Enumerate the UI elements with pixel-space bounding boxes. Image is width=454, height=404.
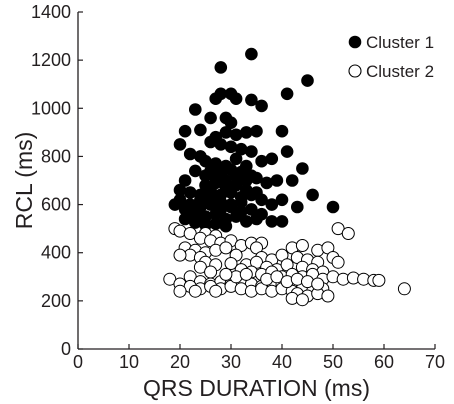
legend-marker bbox=[348, 35, 362, 49]
y-tick-label: 800 bbox=[41, 146, 71, 166]
cluster-2-point bbox=[372, 273, 386, 287]
cluster-2-point bbox=[173, 248, 187, 262]
cluster-1-point bbox=[189, 164, 202, 178]
cluster-2-point bbox=[239, 267, 253, 281]
cluster-2-point bbox=[331, 255, 345, 269]
cluster-2-point bbox=[295, 239, 309, 252]
cluster-1-point bbox=[245, 93, 258, 107]
x-tick-label: 70 bbox=[425, 352, 445, 372]
cluster-1-point bbox=[250, 186, 263, 199]
legend-label: Cluster 2 bbox=[366, 62, 434, 81]
cluster-1-point bbox=[290, 200, 304, 214]
y-tick-label: 1200 bbox=[31, 50, 71, 70]
cluster-2-point bbox=[219, 267, 233, 281]
cluster-1-point bbox=[265, 152, 279, 166]
cluster-1-point bbox=[326, 200, 340, 214]
cluster-1-point bbox=[280, 87, 294, 101]
cluster-1-point bbox=[229, 92, 243, 105]
y-tick-label: 600 bbox=[41, 195, 71, 215]
legend-item-2: Cluster 2 bbox=[348, 62, 434, 81]
cluster-2-point bbox=[311, 277, 325, 291]
x-tick-label: 0 bbox=[73, 352, 83, 372]
cluster-1-point bbox=[265, 198, 279, 211]
cluster-1-point bbox=[189, 103, 202, 116]
y-axis-label: RCL (ms) bbox=[11, 132, 37, 230]
y-tick-label: 400 bbox=[41, 243, 71, 263]
ticks: 0 200 400 600 800 1000 1200 1400 0 10 20 30 40 50 60 70 bbox=[31, 2, 445, 372]
cluster-2-point bbox=[295, 293, 309, 307]
legend-marker bbox=[348, 64, 362, 78]
x-tick-label: 10 bbox=[119, 352, 139, 372]
cluster-1-point bbox=[280, 145, 294, 158]
series-1 bbox=[168, 47, 340, 233]
x-tick-label: 60 bbox=[374, 352, 394, 372]
cluster-1-point bbox=[296, 162, 309, 175]
cluster-1-point bbox=[245, 145, 258, 158]
cluster-1-point bbox=[275, 215, 289, 228]
cluster-1-point bbox=[219, 219, 233, 233]
cluster-2-point bbox=[173, 284, 187, 298]
x-tick-label: 50 bbox=[323, 352, 343, 372]
cluster-2-point bbox=[204, 265, 218, 279]
y-tick-label: 0 bbox=[61, 339, 71, 359]
cluster-1-point bbox=[245, 169, 258, 182]
cluster-1-point bbox=[209, 92, 222, 105]
cluster-1-point bbox=[250, 212, 263, 226]
cluster-2-point bbox=[209, 284, 223, 298]
cluster-1-point bbox=[270, 174, 284, 187]
x-tick-label: 30 bbox=[221, 352, 241, 372]
legend-item-1: Cluster 1 bbox=[348, 33, 434, 52]
y-tick-label: 200 bbox=[41, 291, 71, 311]
cluster-1-point bbox=[168, 198, 182, 211]
cluster-1-point bbox=[173, 138, 187, 151]
cluster-1-point bbox=[224, 116, 238, 129]
cluster-1-point bbox=[306, 188, 319, 202]
cluster-1-point bbox=[204, 111, 217, 125]
x-tick-label: 20 bbox=[170, 352, 190, 372]
cluster-2-point bbox=[397, 282, 411, 296]
cluster-1-point bbox=[234, 195, 248, 209]
cluster-2-point bbox=[219, 241, 233, 255]
cluster-1-point bbox=[285, 174, 299, 187]
cluster-1-point bbox=[214, 61, 228, 74]
cluster-1-point bbox=[229, 152, 243, 166]
cluster-1-point bbox=[275, 193, 289, 207]
legend: Cluster 1 Cluster 2 bbox=[348, 33, 434, 81]
cluster-2-point bbox=[188, 284, 202, 298]
cluster-1-point bbox=[229, 179, 243, 192]
cluster-2-point bbox=[321, 289, 335, 303]
legend-label: Cluster 1 bbox=[366, 33, 434, 52]
cluster-1-point bbox=[178, 124, 192, 138]
y-tick-label: 1400 bbox=[31, 2, 71, 22]
axes bbox=[77, 12, 435, 350]
data-points bbox=[163, 47, 411, 307]
x-axis-label: QRS DURATION (ms) bbox=[143, 375, 370, 401]
cluster-1-point bbox=[250, 124, 263, 138]
cluster-1-point bbox=[255, 99, 268, 113]
cluster-2-point bbox=[341, 227, 355, 240]
y-tick-label: 1000 bbox=[31, 98, 71, 118]
cluster-1-point bbox=[301, 74, 314, 87]
cluster-1-point bbox=[229, 210, 243, 223]
series-2 bbox=[163, 222, 411, 307]
cluster-1-point bbox=[245, 47, 258, 61]
cluster-2-point bbox=[224, 257, 238, 270]
cluster-1-point bbox=[275, 124, 289, 138]
x-tick-label: 40 bbox=[272, 352, 292, 372]
cluster-1-point bbox=[194, 123, 207, 137]
cluster-1-point bbox=[204, 191, 217, 204]
